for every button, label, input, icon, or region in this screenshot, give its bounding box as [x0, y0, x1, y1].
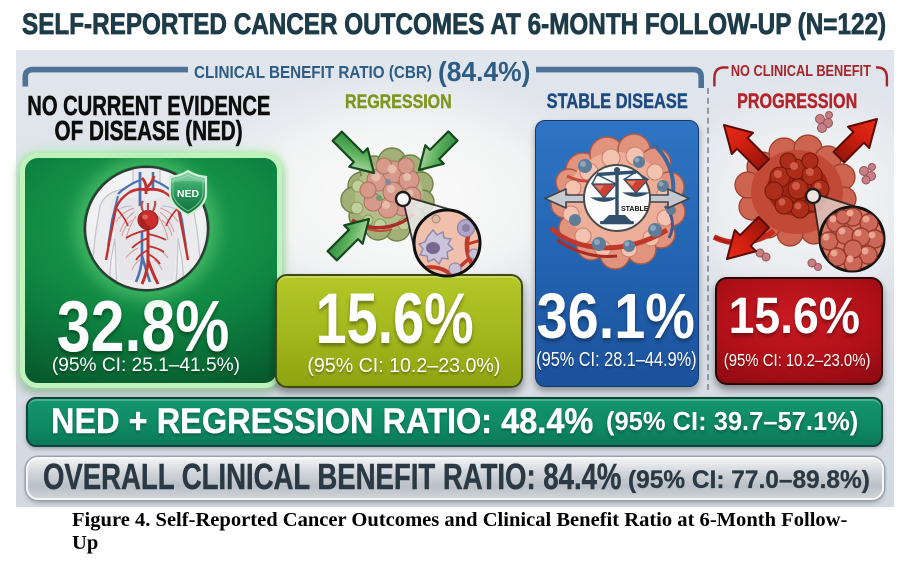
svg-text:STABLE: STABLE: [621, 206, 649, 213]
svg-text:NED: NED: [177, 188, 200, 200]
